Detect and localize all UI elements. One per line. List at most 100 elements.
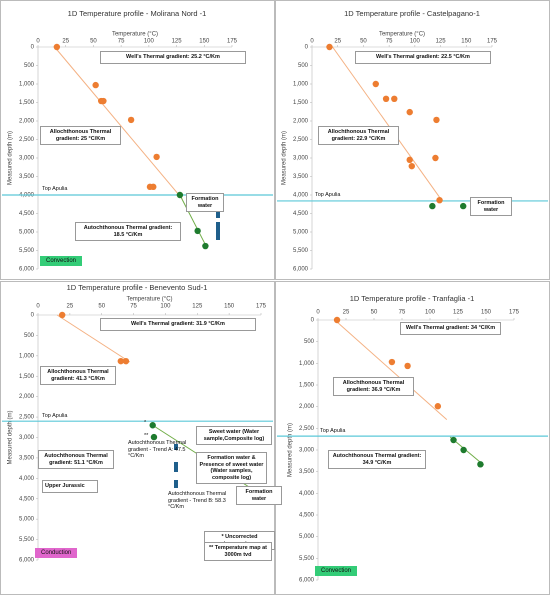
reference-label: Top Apulia (42, 186, 68, 192)
reference-label: Top Apulia (315, 192, 341, 198)
data-point (372, 80, 379, 88)
x-tick-label: 125 (172, 39, 183, 45)
y-tick-label: 2,000 (299, 404, 315, 410)
data-point (382, 95, 390, 103)
y-tick-label: 5,500 (299, 556, 315, 562)
y-tick-label: 6,000 (299, 578, 315, 584)
regime-badge: Convection (40, 256, 83, 266)
y-tick-label: 4,500 (299, 513, 315, 519)
annotation: Well's Thermal gradient: 25.2 °C/Km (100, 51, 246, 64)
y-tick-label: 0 (311, 318, 315, 324)
regime-badge: Conduction (35, 548, 78, 558)
trend-line (179, 194, 207, 248)
y-tick-label: 1,500 (293, 100, 309, 106)
annotation: Autochthonous Thermal gradient: 51.1 °C/… (38, 450, 114, 470)
x-axis-label: Temperature (°C) (112, 32, 158, 38)
x-tick-label: 50 (90, 39, 97, 45)
data-point (432, 154, 439, 162)
x-tick-label: 0 (316, 310, 320, 316)
y-tick-label: 6,000 (19, 267, 35, 273)
x-tick-label: 175 (509, 310, 520, 316)
x-tick-label: 100 (160, 304, 171, 310)
data-point (429, 202, 436, 210)
y-axis-label: Measured depth (m) (282, 131, 288, 185)
data-point (150, 183, 157, 191)
y-axis-label: Measured depth (m) (8, 410, 14, 464)
x-tick-label: 0 (36, 304, 40, 310)
data-point (434, 403, 442, 410)
y-tick-label: 4,000 (293, 193, 309, 199)
y-tick-label: 500 (24, 333, 35, 339)
chart-title: 1D Temperature profile - Benevento Sud-1 (67, 283, 208, 292)
data-point (176, 191, 184, 199)
reference-label: Top Apulia (42, 413, 68, 419)
y-tick-label: 1,000 (19, 82, 35, 88)
y-tick-label: 3,500 (19, 174, 35, 180)
annotation: Autochthonous Thermal gradient - Trend A… (128, 440, 187, 460)
y-tick-label: 4,000 (19, 476, 35, 482)
data-point (460, 446, 467, 454)
data-point (406, 156, 413, 164)
data-point (202, 242, 209, 250)
y-tick-label: 500 (298, 63, 309, 69)
x-tick-label: 50 (360, 39, 367, 45)
formation-water-marker (174, 444, 178, 450)
y-tick-label: 4,500 (293, 211, 309, 217)
x-axis-label: Temperature (°C) (126, 297, 172, 303)
annotation: Allochthonous Thermal gradient: 41.3 °C/… (40, 366, 116, 386)
annotation: Autochthonous Thermal gradient: 18.5 °C/… (75, 222, 181, 242)
data-point (150, 433, 158, 441)
annotation: Well's Thermal gradient: 31.9 °C/Km (100, 318, 256, 331)
annotation: ** Temperature map at 3000m tvd (204, 542, 272, 562)
x-tick-label: 25 (343, 310, 350, 316)
data-point (436, 196, 443, 204)
y-tick-label: 4,500 (19, 211, 35, 217)
chart-title: 1D Temperature profile - Castelpagano-1 (344, 9, 480, 18)
x-axis-label: Temperature (°C) (379, 32, 425, 38)
data-point (100, 97, 107, 105)
x-tick-label: 150 (461, 39, 472, 45)
annotation: ** (144, 433, 149, 439)
annotation: Autochthonous Thermal gradient: 34.9 °C/… (328, 450, 426, 470)
y-tick-label: 2,500 (299, 426, 315, 432)
y-tick-label: 3,000 (19, 156, 35, 162)
data-point (391, 95, 398, 103)
annotation: Autochthonous Thermal gradient - Trend B… (168, 491, 227, 511)
y-tick-label: 500 (304, 339, 315, 345)
x-tick-label: 150 (224, 304, 235, 310)
y-tick-label: 6,000 (293, 267, 309, 273)
y-tick-label: 0 (31, 313, 35, 319)
regime-badge: Convection (315, 566, 358, 576)
y-tick-label: 3,500 (299, 469, 315, 475)
trend-line (334, 319, 448, 421)
data-point (53, 43, 61, 51)
y-tick-label: 5,500 (293, 248, 309, 254)
y-tick-label: 3,000 (299, 448, 315, 454)
x-tick-label: 75 (399, 310, 406, 316)
x-tick-label: 125 (436, 39, 447, 45)
x-tick-label: 0 (310, 39, 314, 45)
x-tick-label: 100 (425, 310, 436, 316)
y-tick-label: 2,500 (19, 415, 35, 421)
y-tick-label: 500 (24, 63, 35, 69)
annotation: Well's Thermal gradient: 22.5 °C/Km (355, 51, 491, 64)
y-tick-label: 5,500 (19, 537, 35, 543)
x-tick-label: 75 (118, 39, 125, 45)
annotation: Sweet water (Water sample,Composite log) (196, 426, 272, 446)
chart-title: 1D Temperature profile - Tranfaglia -1 (350, 294, 475, 303)
x-tick-label: 175 (256, 304, 267, 310)
data-point (450, 436, 457, 444)
data-point (460, 202, 467, 210)
y-tick-label: 5,500 (19, 248, 35, 254)
data-point (194, 227, 201, 235)
y-axis-label: Measured depth (m) (288, 423, 294, 477)
y-tick-label: 2,000 (293, 119, 309, 125)
data-point (404, 362, 411, 370)
data-point (92, 81, 99, 89)
x-tick-label: 100 (410, 39, 421, 45)
x-tick-label: 50 (98, 304, 105, 310)
y-tick-label: 0 (31, 45, 35, 51)
panel-border (0, 0, 275, 280)
y-tick-label: 1,500 (299, 383, 315, 389)
x-tick-label: 175 (487, 39, 498, 45)
